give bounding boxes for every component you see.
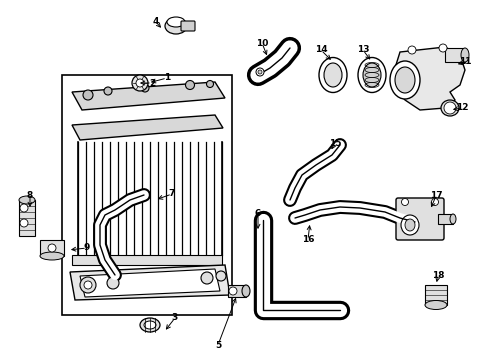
Ellipse shape [318,58,346,93]
Ellipse shape [357,58,385,93]
Circle shape [48,244,56,252]
Ellipse shape [389,61,419,99]
Circle shape [20,204,28,212]
FancyBboxPatch shape [181,21,195,31]
Polygon shape [72,82,224,110]
Circle shape [84,281,92,289]
Circle shape [206,81,213,87]
Text: 1: 1 [163,73,170,82]
Text: 3: 3 [171,314,178,323]
Circle shape [80,277,96,293]
Circle shape [216,271,225,281]
Circle shape [430,198,438,206]
Bar [227,285,245,297]
Polygon shape [72,255,222,265]
Ellipse shape [132,75,148,91]
Circle shape [141,84,149,92]
Text: 9: 9 [83,243,90,252]
Text: 16: 16 [301,235,314,244]
Text: 12: 12 [455,104,468,112]
Text: 11: 11 [458,58,470,67]
Text: 2: 2 [148,78,155,87]
Ellipse shape [167,17,184,27]
Text: 4: 4 [153,18,159,27]
Text: 18: 18 [431,271,443,280]
Ellipse shape [362,63,380,87]
Polygon shape [394,47,464,110]
Circle shape [107,277,119,289]
Circle shape [20,219,28,227]
Text: 17: 17 [429,192,442,201]
Ellipse shape [460,48,468,62]
Ellipse shape [140,318,160,332]
Text: 8: 8 [27,190,33,199]
Polygon shape [72,115,223,140]
Ellipse shape [394,67,414,93]
Circle shape [258,70,262,74]
Bar [437,214,452,224]
Ellipse shape [164,18,186,34]
Ellipse shape [19,196,35,204]
Ellipse shape [449,214,455,224]
Ellipse shape [400,215,418,235]
Circle shape [83,90,93,100]
Text: 7: 7 [168,189,175,198]
FancyBboxPatch shape [395,198,443,240]
Bar [19,200,35,236]
Text: 10: 10 [255,39,267,48]
Ellipse shape [143,321,156,329]
Text: 6: 6 [254,208,261,217]
Circle shape [438,44,446,52]
Text: 5: 5 [214,341,221,350]
Circle shape [407,46,415,54]
Bar [444,48,464,62]
Circle shape [185,81,194,90]
Polygon shape [70,265,229,300]
Circle shape [136,79,143,87]
Polygon shape [80,269,220,297]
Ellipse shape [440,100,458,116]
Text: 13: 13 [356,45,368,54]
Ellipse shape [40,252,64,260]
Circle shape [228,287,237,295]
Text: 15: 15 [328,139,341,148]
Circle shape [104,87,112,95]
Ellipse shape [404,219,414,231]
Circle shape [201,272,213,284]
Bar [40,240,64,256]
Circle shape [443,102,455,114]
Bar [62,75,231,315]
Circle shape [401,198,407,206]
Ellipse shape [242,285,249,297]
Ellipse shape [324,63,341,87]
Circle shape [256,68,264,76]
Bar [424,285,446,305]
Ellipse shape [424,301,446,310]
Text: 14: 14 [314,45,326,54]
